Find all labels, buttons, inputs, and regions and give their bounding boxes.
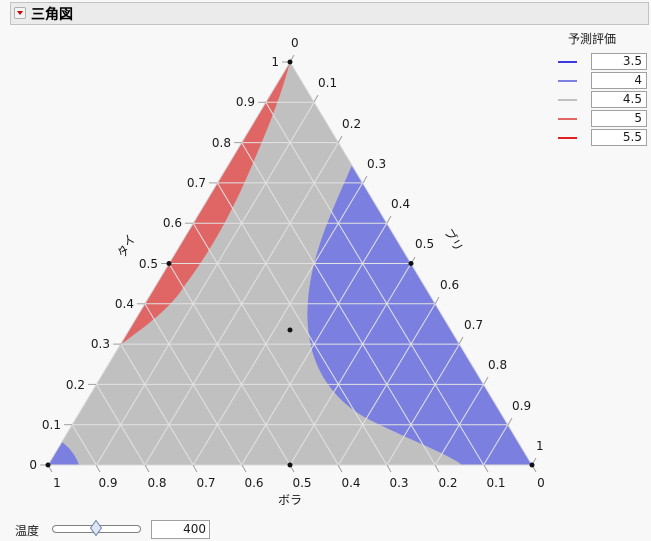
svg-text:0.3: 0.3 (389, 476, 408, 490)
svg-text:0.4: 0.4 (391, 197, 410, 211)
svg-text:0.6: 0.6 (163, 216, 182, 230)
svg-text:0.5: 0.5 (415, 237, 434, 251)
svg-text:0.7: 0.7 (464, 318, 483, 332)
svg-text:0.4: 0.4 (115, 297, 134, 311)
grid-lines (71, 101, 509, 465)
legend-item-4-5: 4.5 (558, 91, 648, 109)
svg-text:1: 1 (536, 439, 544, 453)
legend-item-3-5: 3.5 (558, 53, 648, 71)
svg-text:0.3: 0.3 (367, 157, 386, 171)
design-points (45, 59, 535, 468)
legend-item-5-5: 5.5 (558, 129, 648, 147)
svg-text:1: 1 (271, 55, 279, 69)
left-axis-ticks: 0 0.1 0.2 0.3 0.4 0.5 0.6 0.7 0.8 0.9 1 (29, 55, 279, 472)
svg-text:0.5: 0.5 (292, 476, 311, 490)
legend-swatch (558, 99, 577, 101)
svg-text:0.3: 0.3 (91, 337, 110, 351)
legend-swatch (558, 61, 577, 63)
svg-text:0.7: 0.7 (196, 476, 215, 490)
svg-text:0: 0 (29, 458, 37, 472)
svg-text:0.6: 0.6 (244, 476, 263, 490)
legend-item-4: 4 (558, 72, 648, 90)
region-4-right (307, 165, 532, 465)
legend-value-field[interactable]: 4 (591, 72, 647, 89)
region-4-corner (48, 442, 79, 465)
svg-text:0.4: 0.4 (341, 476, 360, 490)
temperature-label: 温度 (15, 524, 40, 538)
legend-value-field[interactable]: 5.5 (591, 129, 647, 146)
svg-text:0.9: 0.9 (236, 95, 255, 109)
svg-text:0.1: 0.1 (486, 476, 505, 490)
svg-text:0.8: 0.8 (488, 358, 507, 372)
svg-text:0.2: 0.2 (342, 117, 361, 131)
red-triangle-menu-icon[interactable] (14, 7, 26, 19)
temperature-slider-thumb[interactable] (90, 520, 102, 536)
legend-swatch (558, 80, 577, 82)
svg-text:0.2: 0.2 (438, 476, 457, 490)
legend-swatch (558, 137, 577, 139)
legend-value-field[interactable]: 4.5 (591, 91, 647, 108)
legend-item-5: 5 (558, 110, 648, 128)
svg-text:0.7: 0.7 (187, 176, 206, 190)
legend-value-field[interactable]: 3.5 (591, 53, 647, 70)
svg-text:0: 0 (291, 36, 299, 50)
legend-title: 予測評価 (568, 32, 617, 46)
temperature-value-field[interactable]: 400 (151, 520, 210, 539)
svg-text:0.5: 0.5 (139, 257, 158, 271)
legend-swatch (558, 118, 577, 120)
svg-text:0.6: 0.6 (440, 278, 459, 292)
svg-text:0.8: 0.8 (147, 476, 166, 490)
outline-header (10, 2, 649, 25)
svg-text:0.9: 0.9 (512, 399, 531, 413)
svg-text:1: 1 (53, 476, 61, 490)
svg-text:0.9: 0.9 (98, 476, 117, 490)
bottom-axis-label: ボラ (278, 493, 302, 507)
svg-text:0.2: 0.2 (66, 378, 85, 392)
svg-text:0: 0 (537, 476, 545, 490)
svg-text:0.8: 0.8 (212, 136, 231, 150)
bottom-axis-ticks: 1 0.9 0.8 0.7 0.6 0.5 0.4 0.3 0.2 0.1 0 (53, 476, 545, 490)
svg-text:0.1: 0.1 (42, 418, 61, 432)
left-axis-label: タイ (114, 232, 138, 260)
right-axis-label: ブリ (441, 226, 466, 254)
report-title: 三角図 (31, 7, 73, 23)
legend-value-field[interactable]: 5 (591, 110, 647, 127)
svg-text:0.1: 0.1 (318, 76, 337, 90)
right-axis-ticks: 0 0.1 0.2 0.3 0.4 0.5 0.6 0.7 0.8 0.9 1 (291, 36, 544, 453)
